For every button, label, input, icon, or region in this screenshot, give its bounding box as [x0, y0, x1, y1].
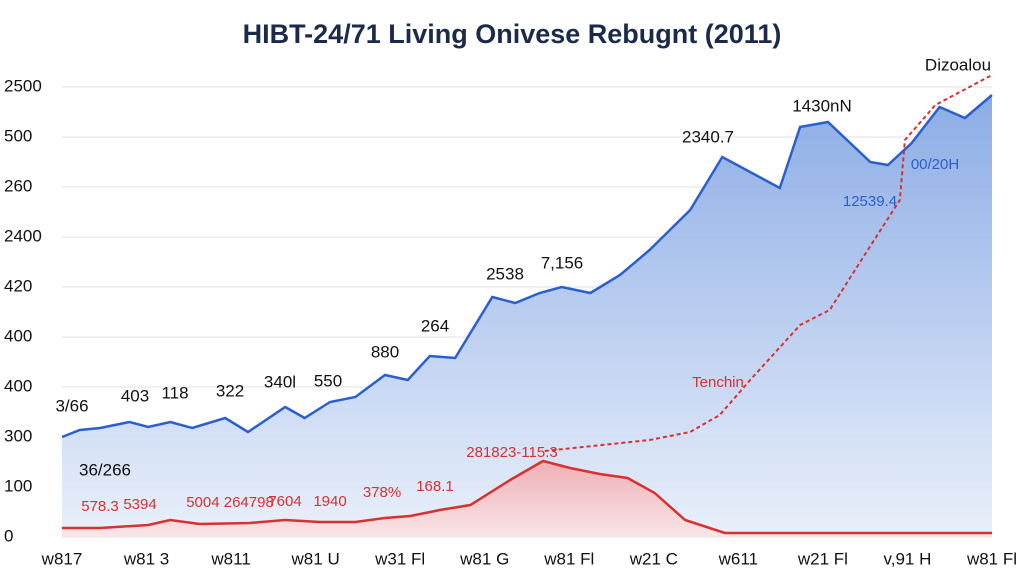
annotation: 7,156	[541, 253, 584, 272]
annotation: 1940	[313, 493, 346, 510]
annotation: 578.3	[81, 498, 119, 515]
annotation: 118	[161, 383, 188, 402]
area-fill	[62, 95, 992, 537]
y-tick-label: 420	[4, 276, 32, 295]
x-tick-label: w81 U	[291, 549, 340, 568]
dashed-line	[544, 74, 993, 452]
annotation: 5394	[123, 496, 156, 513]
x-tick-label: w81 G	[459, 549, 509, 568]
y-tick-label: 2400	[4, 226, 42, 245]
annotation: 880	[371, 342, 399, 361]
x-tick-label: w31 Fl	[374, 549, 425, 568]
annotation: 12539.4	[843, 193, 897, 210]
x-tick-label: w817	[41, 549, 83, 568]
y-tick-label: 500	[4, 126, 32, 145]
x-tick-label: w21 Fl	[797, 549, 848, 568]
y-tick-label: 2500	[4, 76, 42, 95]
y-tick-label: 260	[4, 176, 32, 195]
x-tick-label: w811	[210, 549, 250, 568]
annotation: 340l	[264, 372, 296, 391]
y-tick-label: 0	[4, 526, 13, 545]
annotation: 00/20H	[911, 156, 959, 173]
x-tick-label: v,91 H	[884, 549, 932, 568]
area-fill	[62, 461, 992, 537]
annotation: 281823-115.3	[466, 444, 557, 461]
chart-title: HIBT-24/71 Living Onivese Rebugnt (2011)	[243, 19, 782, 49]
annotation: 5004 264798	[186, 494, 274, 511]
annotation: 36/266	[79, 460, 131, 479]
x-tick-label: w611	[718, 549, 758, 568]
y-tick-label: 100	[4, 476, 32, 495]
line	[61, 94, 993, 439]
annotation: 1430nN	[792, 96, 852, 115]
annotation: Dizoalou	[925, 55, 991, 74]
y-tick-label: 300	[4, 426, 32, 445]
line	[62, 459, 992, 535]
y-tick-label: 400	[4, 326, 32, 345]
annotation: 2340.7	[682, 127, 734, 146]
y-tick-label: 400	[4, 376, 32, 395]
annotation: 264	[421, 316, 449, 335]
annotation: 7604	[268, 493, 301, 510]
annotation: 378%	[363, 484, 401, 501]
x-tick-label: w21 C	[629, 549, 678, 568]
annotation: 168.1	[416, 478, 454, 495]
x-tick-label: w81 Fl	[966, 549, 1017, 568]
annotation: 2538	[486, 264, 524, 283]
annotation: Tenchin	[692, 374, 744, 391]
annotation: 550	[314, 371, 342, 390]
annotation: 3/66	[55, 396, 88, 415]
x-tick-label: w81 Fl	[543, 549, 594, 568]
annotation: 403	[121, 386, 149, 405]
annotation: 322	[216, 381, 244, 400]
x-tick-label: w81 3	[123, 549, 169, 568]
